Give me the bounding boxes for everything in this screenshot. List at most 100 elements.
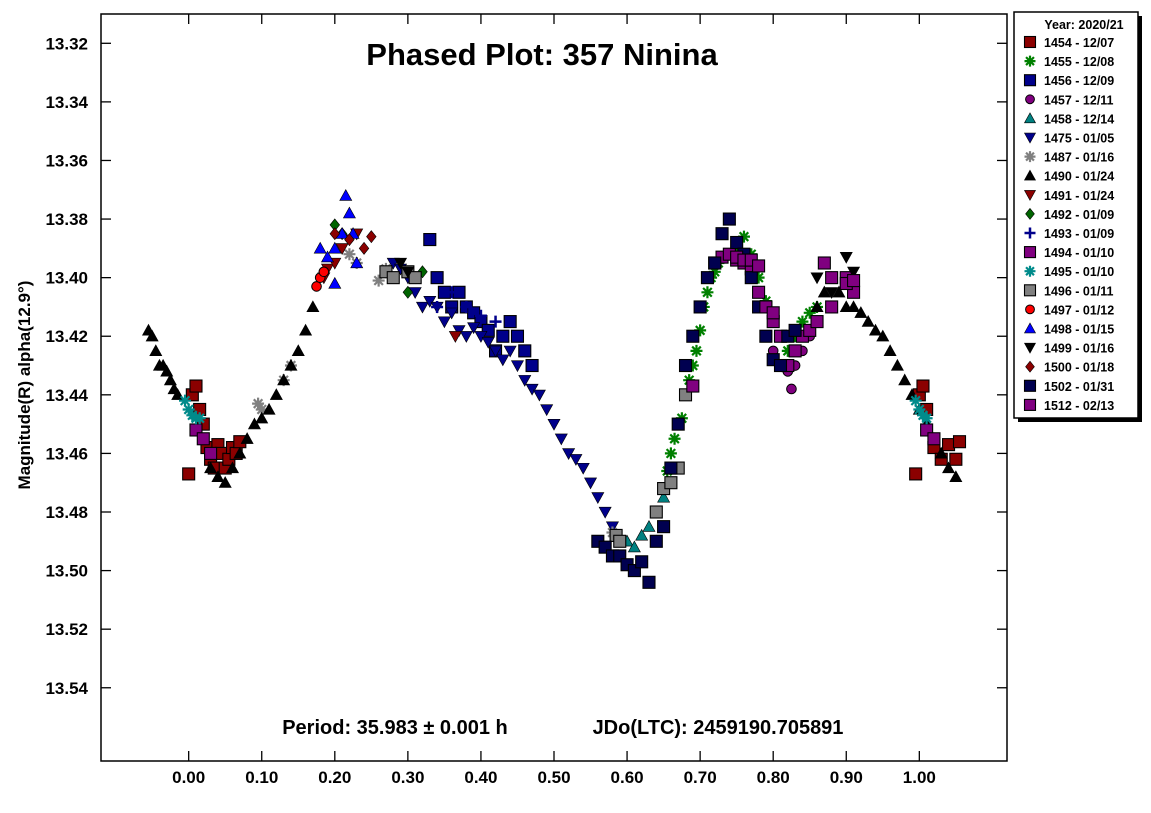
data-point	[952, 435, 967, 449]
data-point	[401, 266, 415, 279]
data-point	[247, 417, 261, 430]
data-point	[693, 300, 707, 314]
data-point	[284, 358, 298, 371]
x-tick-label: 0.60	[611, 768, 644, 787]
legend-marker	[1025, 304, 1035, 315]
data-point	[179, 394, 192, 407]
data-point	[423, 233, 437, 247]
data-point	[909, 467, 923, 481]
legend-label: 1490 - 01/24	[1044, 170, 1114, 184]
legend-label: 1458 - 12/14	[1044, 112, 1114, 126]
data-point	[584, 477, 598, 490]
data-point	[941, 438, 956, 452]
legend-marker	[1024, 151, 1036, 163]
data-point	[431, 300, 444, 313]
legend-marker	[1023, 398, 1037, 411]
data-point	[694, 324, 707, 337]
data-point	[671, 417, 685, 431]
legend-item: 1456 - 12/09	[1023, 74, 1114, 88]
legend-item: 1497 - 01/12	[1025, 303, 1114, 317]
data-point	[649, 534, 663, 548]
data-point	[759, 329, 773, 343]
data-point	[788, 323, 802, 337]
data-point	[916, 379, 930, 393]
legend-item: 1494 - 01/10	[1023, 246, 1114, 260]
data-point	[934, 446, 948, 459]
data-point	[343, 248, 356, 261]
data-point	[445, 286, 458, 299]
series-1499	[394, 252, 861, 299]
data-point	[269, 388, 283, 400]
data-point	[329, 227, 340, 241]
data-point	[328, 241, 342, 254]
legend-label: 1493 - 01/09	[1044, 227, 1114, 241]
data-point	[211, 470, 225, 482]
data-point	[817, 285, 831, 298]
legend-label: 1497 - 01/12	[1044, 303, 1114, 317]
data-points	[141, 189, 967, 589]
y-tick-label: 13.52	[45, 620, 88, 639]
data-point	[335, 243, 349, 255]
data-point	[510, 360, 524, 373]
data-point	[909, 394, 922, 407]
data-point	[722, 212, 736, 226]
data-point	[204, 446, 218, 460]
legend-marker	[1024, 227, 1036, 239]
data-point	[949, 452, 963, 466]
legend-label: 1456 - 12/09	[1044, 74, 1114, 88]
data-point	[664, 476, 678, 490]
data-point	[752, 285, 766, 299]
data-point	[218, 476, 232, 488]
y-tick-label: 13.32	[45, 34, 88, 53]
data-point	[613, 534, 627, 548]
data-point	[730, 235, 744, 250]
data-point	[160, 364, 174, 377]
data-point	[540, 404, 554, 417]
legend-item: 1500 - 01/18	[1025, 361, 1114, 375]
legend-label: 1495 - 01/10	[1044, 265, 1114, 279]
x-tick-label: 0.20	[318, 768, 351, 787]
y-tick-label: 13.50	[45, 562, 88, 581]
data-point	[149, 344, 163, 356]
data-point	[562, 448, 576, 461]
data-point	[642, 520, 656, 532]
data-point	[657, 520, 671, 534]
data-point	[525, 383, 539, 396]
legend-item: 1475 - 01/05	[1023, 132, 1114, 146]
x-tick-label: 0.10	[245, 768, 278, 787]
data-point	[344, 233, 355, 247]
legend-marker	[1023, 246, 1037, 259]
data-point	[598, 506, 612, 519]
y-tick-label: 13.40	[45, 269, 88, 288]
data-point	[372, 274, 385, 287]
data-point	[737, 230, 750, 243]
legend-marker	[1023, 74, 1037, 87]
x-tick-label: 0.90	[830, 768, 863, 787]
data-point	[664, 447, 677, 460]
legend-item: 1491 - 01/24	[1023, 189, 1114, 203]
data-point	[193, 412, 206, 425]
data-point	[781, 344, 794, 357]
data-point	[920, 412, 933, 425]
epoch-annotation: JDo(LTC): 2459190.705891	[593, 717, 844, 739]
legend-marker	[1023, 169, 1037, 181]
data-point	[876, 329, 890, 342]
data-point	[277, 373, 291, 386]
data-point	[635, 555, 649, 569]
data-point	[452, 325, 466, 337]
legend-item: 1454 - 12/07	[1023, 35, 1114, 50]
data-point	[832, 285, 846, 298]
data-point	[318, 266, 330, 278]
data-point	[328, 276, 342, 289]
x-tick-label: 1.00	[903, 768, 936, 787]
series-1500	[329, 227, 377, 255]
data-point	[503, 345, 517, 358]
legend-label: 1454 - 12/07	[1044, 36, 1114, 50]
data-point	[810, 315, 824, 329]
data-point	[306, 300, 320, 313]
data-point	[459, 331, 473, 343]
period-annotation: Period: 35.983 ± 0.001 h	[282, 717, 508, 739]
data-point	[817, 256, 831, 270]
y-axis-label: Magnitude(R) alpha(12.9°)	[15, 281, 34, 490]
legend-item: 1492 - 01/09	[1025, 208, 1114, 222]
